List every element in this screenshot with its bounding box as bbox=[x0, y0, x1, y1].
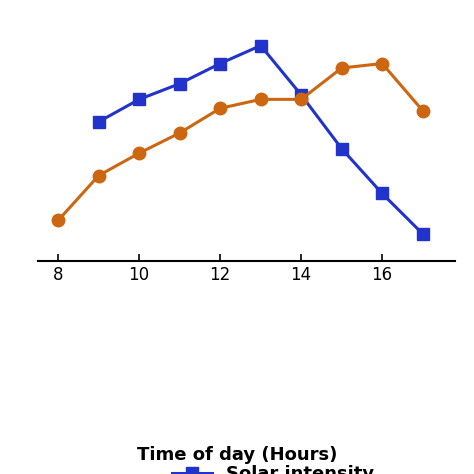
Ambient temperature bbox=[339, 65, 345, 71]
Solar intensity bbox=[339, 146, 345, 152]
Ambient temperature bbox=[96, 173, 101, 178]
Line: Ambient temperature: Ambient temperature bbox=[52, 57, 429, 227]
Solar intensity bbox=[177, 81, 182, 87]
Ambient temperature bbox=[177, 130, 182, 136]
Ambient temperature bbox=[137, 150, 142, 156]
Ambient temperature bbox=[379, 61, 385, 66]
Legend: Solar intensity, Ambient temperature: Solar intensity, Ambient temperature bbox=[172, 465, 446, 474]
Solar intensity bbox=[258, 43, 264, 48]
Solar intensity bbox=[217, 61, 223, 66]
Line: Solar intensity: Solar intensity bbox=[92, 39, 429, 240]
Ambient temperature bbox=[298, 97, 304, 102]
Solar intensity bbox=[420, 231, 426, 237]
Solar intensity bbox=[137, 97, 142, 102]
Text: Time of day (Hours): Time of day (Hours) bbox=[137, 446, 337, 464]
Solar intensity bbox=[379, 191, 385, 196]
Solar intensity bbox=[96, 119, 101, 125]
Ambient temperature bbox=[420, 108, 426, 113]
Ambient temperature bbox=[217, 106, 223, 111]
Ambient temperature bbox=[258, 97, 264, 102]
Ambient temperature bbox=[55, 218, 61, 223]
Solar intensity bbox=[298, 92, 304, 98]
